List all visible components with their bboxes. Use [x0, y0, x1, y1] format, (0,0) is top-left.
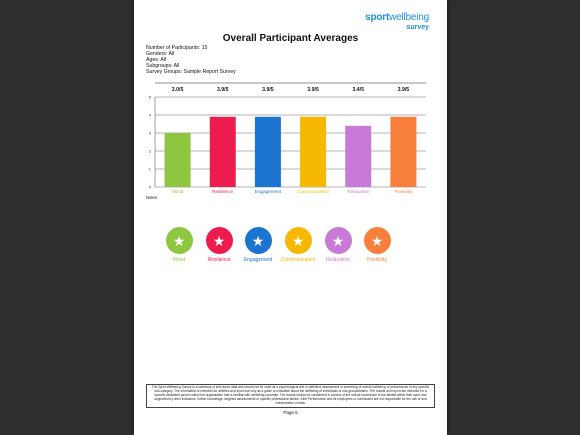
x-category-label: Engagement [255, 189, 282, 194]
y-tick-label: 3 [149, 131, 152, 136]
bar-relaxation [345, 125, 372, 187]
y-tick-label: 2 [149, 149, 152, 154]
meta-survey-groups: Survey Groups: Sample Report Survey [146, 69, 236, 76]
category-icon-engagement: ★ Engagement [238, 227, 278, 263]
report-title: Overall Participant Averages [222, 33, 359, 44]
category-icon-resilience: ★ Resilience [199, 227, 239, 263]
star-icon: ★ [370, 232, 384, 249]
category-icon-positivity: ★ Positivity [357, 227, 397, 263]
bar-chart: 0 1 2 3 4 5 3.0/5 Mood 3.9/5 Resilience 3.9/5 Engag… [149, 82, 426, 194]
y-tick-label: 4 [149, 113, 152, 118]
meta-ages: Ages: All [146, 57, 167, 64]
x-category-label: Mood [172, 189, 184, 194]
meta-subgroups: Subgroups: All [146, 63, 180, 70]
category-icons: ★ Mood ★ Resilience ★ Engagement ★ Communicatio… [134, 227, 447, 267]
x-category-label: Relaxation [347, 189, 369, 194]
sport-wellbeing-survey-logo: sportwellbeing survey [365, 12, 429, 32]
star-icon: ★ [172, 232, 186, 249]
notes-label: Notes [146, 195, 157, 200]
icon-circle: ★ [284, 227, 312, 254]
icon-circle: ★ [324, 227, 352, 254]
logo-text-sport: sport [365, 12, 390, 23]
y-tick-label: 0 [149, 185, 152, 190]
icon-label: Positivity [367, 257, 387, 263]
star-icon: ★ [331, 232, 345, 249]
star-icon: ★ [212, 232, 226, 249]
value-label: 3.4/5 [352, 87, 364, 93]
x-category-label: Positivity [394, 189, 413, 194]
icon-label: Resilience [207, 257, 231, 263]
meta-participants: Number of Participants: 15 [146, 45, 208, 51]
icon-label: Relaxation [326, 257, 350, 263]
y-tick-label: 5 [149, 95, 152, 100]
x-category-label: Resilience [212, 189, 234, 194]
value-label: 3.0/5 [172, 87, 184, 93]
value-label: 3.9/5 [398, 87, 410, 93]
category-icon-relaxation: ★ Relaxation [318, 227, 358, 263]
icon-label: Engagement [243, 257, 273, 263]
star-icon: ★ [251, 232, 265, 249]
icon-circle: ★ [165, 227, 193, 254]
star-icon: ★ [291, 232, 305, 249]
category-icon-mood: ★ Mood [159, 227, 199, 263]
report-meta: Number of Participants: 15 Genders: All … [146, 45, 236, 75]
icon-circle: ★ [205, 227, 233, 254]
icon-circle: ★ [244, 227, 272, 254]
icon-label: Communication [280, 257, 316, 263]
value-label: 3.9/5 [307, 87, 319, 93]
y-tick-label: 1 [149, 167, 152, 172]
page-number: Page 5 [283, 410, 298, 415]
disclaimer-box: The Sport Wellbeing Survey is a summary … [146, 384, 435, 408]
icon-label: Mood [172, 257, 186, 263]
category-icon-communication: ★ Communication [278, 227, 318, 263]
bar-communication [300, 116, 327, 187]
logo-text-survey: survey [406, 24, 429, 31]
meta-genders: Genders: All [146, 51, 175, 58]
bar-positivity [390, 116, 417, 187]
icon-circle: ★ [363, 227, 391, 254]
report-page: sportwellbeing survey Overall Participan… [134, 0, 447, 435]
x-category-label: Communication [297, 189, 329, 194]
value-label: 3.9/5 [262, 87, 274, 93]
logo-text-wellbeing: wellbeing [389, 12, 429, 23]
value-label: 3.9/5 [217, 87, 229, 93]
bar-resilience [209, 116, 236, 187]
bar-mood [164, 133, 191, 187]
bar-engagement [254, 116, 281, 187]
